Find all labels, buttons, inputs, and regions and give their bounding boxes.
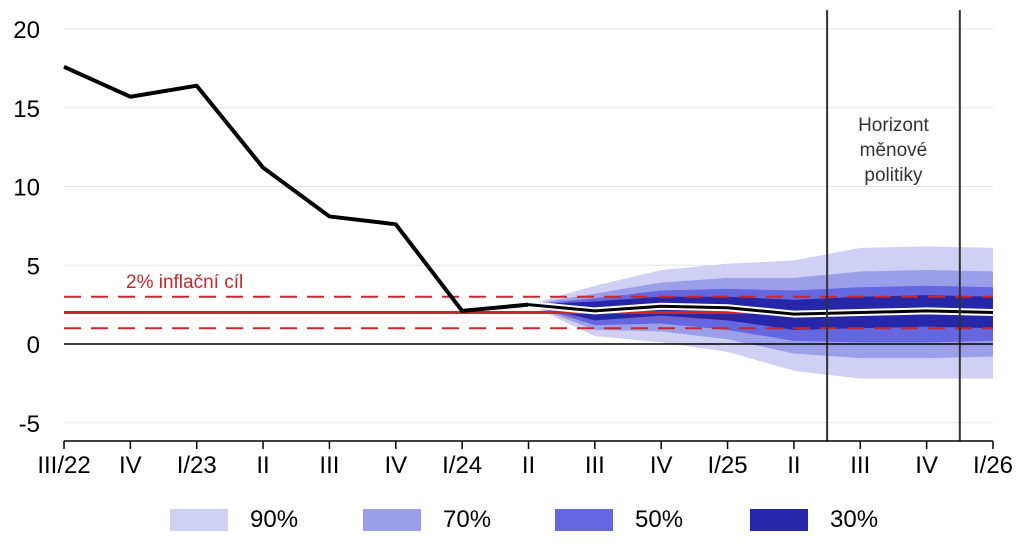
forecast-line xyxy=(528,303,994,316)
legend-label: 30% xyxy=(830,506,879,533)
y-tick-label: 20 xyxy=(13,17,40,44)
legend-label: 70% xyxy=(443,506,492,533)
legend-item-50pct: 50% xyxy=(555,498,683,542)
x-tick-label: II xyxy=(256,452,269,479)
legend-swatch xyxy=(170,509,228,531)
actual-inflation-line xyxy=(63,64,529,313)
horizon-label-line: měnové xyxy=(860,140,928,161)
x-tick-label: III/22 xyxy=(37,452,90,479)
legend-swatch xyxy=(750,509,808,531)
y-tick-label: 5 xyxy=(27,253,40,280)
y-tick-label: -5 xyxy=(19,411,40,438)
x-tick-label: IV xyxy=(384,452,407,479)
policy-horizon: Horizont měnové politiky xyxy=(826,10,961,441)
y-tick-label: 10 xyxy=(13,175,40,202)
legend-item-70pct: 70% xyxy=(363,498,491,542)
x-tick-label: III xyxy=(585,452,605,479)
horizon-label-line: Horizont xyxy=(858,115,929,136)
inflation-fan-chart: Horizont měnové politiky -5 0 5 10 15 20 III/22 I… xyxy=(13,10,1013,479)
x-tick-label: IV xyxy=(915,452,938,479)
x-tick-label: IV xyxy=(119,452,142,479)
legend-label: 50% xyxy=(635,506,684,533)
legend-item-30pct: 30% xyxy=(750,498,878,542)
x-tick-label: I/25 xyxy=(708,452,748,479)
y-tick-label: 0 xyxy=(27,332,40,359)
legend: 90% 70% 50% 30% xyxy=(0,498,1024,542)
x-tick-label: III xyxy=(319,452,339,479)
horizon-label-line: politiky xyxy=(864,165,923,186)
legend-swatch xyxy=(363,509,421,531)
x-tick-label: I/24 xyxy=(442,452,482,479)
legend-label: 90% xyxy=(250,506,299,533)
x-tick-label: I/23 xyxy=(177,452,217,479)
inflation-lines xyxy=(63,64,994,318)
x-tick-label: II xyxy=(787,452,800,479)
legend-swatch xyxy=(555,509,613,531)
x-tick-label: I/26 xyxy=(973,452,1013,479)
x-tick-label: III xyxy=(850,452,870,479)
x-tick-label: II xyxy=(522,452,535,479)
target-label: 2% inflační cíl xyxy=(126,272,243,293)
y-tick-label: 15 xyxy=(13,96,40,123)
legend-item-90pct: 90% xyxy=(170,498,298,542)
x-tick-label: IV xyxy=(650,452,673,479)
